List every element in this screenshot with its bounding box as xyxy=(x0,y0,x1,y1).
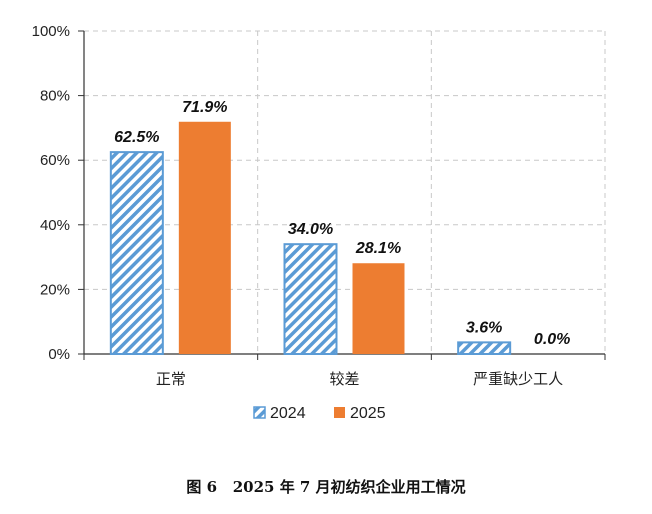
data-label-2025: 0.0% xyxy=(534,331,570,348)
bar-2025 xyxy=(178,121,231,354)
data-label-2024: 3.6% xyxy=(466,319,502,336)
x-category-label: 较差 xyxy=(329,370,359,388)
legend-swatch-2025 xyxy=(334,407,345,418)
y-tick-label: 60% xyxy=(40,152,70,169)
figure-caption: 图 6 2025 年 7 月初纺织企业用工情况 xyxy=(186,478,466,496)
x-category-label: 严重缺少工人 xyxy=(473,370,563,388)
bar-chart: 0% 20% 40% 60% 80% 100% 正常 较差 严重缺少工人 62.5% 34.0% 3… xyxy=(32,23,606,422)
bar-2025 xyxy=(352,263,405,354)
y-tick-label: 80% xyxy=(40,88,70,105)
y-tick-label: 100% xyxy=(32,23,70,40)
legend-swatch-2024 xyxy=(253,406,266,419)
bar-2024 xyxy=(109,151,164,355)
bar-2024 xyxy=(283,243,338,355)
y-tick-label: 40% xyxy=(40,217,70,234)
data-label-2024: 62.5% xyxy=(114,129,159,146)
data-label-2025: 28.1% xyxy=(355,240,401,257)
data-label-2025: 71.9% xyxy=(182,99,227,116)
data-label-2024: 34.0% xyxy=(288,221,333,238)
legend-label-2025: 2025 xyxy=(350,405,386,422)
x-category-label: 正常 xyxy=(156,370,186,388)
y-tick-label: 20% xyxy=(40,281,70,298)
y-tick-label: 0% xyxy=(48,346,70,363)
bar-2024 xyxy=(457,341,512,356)
legend-label-2024: 2024 xyxy=(270,405,306,422)
